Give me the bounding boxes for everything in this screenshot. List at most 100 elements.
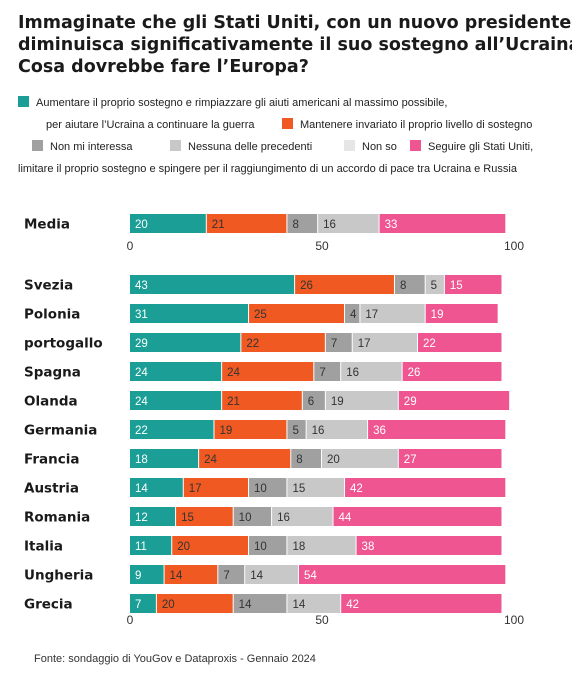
bar-segment	[172, 536, 249, 555]
data-label: 25	[254, 309, 267, 321]
legend-label: Non so	[362, 141, 397, 153]
chart-title: Immaginate che gli Stati Uniti, con un n…	[18, 12, 572, 78]
bar-segment	[418, 333, 502, 352]
bar-segment	[130, 536, 172, 555]
data-label: 29	[135, 338, 148, 350]
legend-swatch	[410, 140, 421, 151]
category-label: Grecia	[24, 597, 73, 613]
legend-swatch	[32, 140, 43, 151]
data-label: 44	[339, 512, 352, 524]
bar-segment	[130, 275, 295, 294]
data-label: 26	[408, 367, 421, 379]
data-label: 24	[135, 396, 148, 408]
bar-segment	[352, 333, 417, 352]
data-label: 29	[404, 396, 417, 408]
data-label: 7	[223, 570, 229, 582]
legend-item: Nessuna delle precedenti	[170, 140, 312, 154]
data-label: 7	[135, 599, 141, 611]
bar-segment	[183, 478, 249, 497]
data-label: 17	[189, 483, 202, 495]
category-label: Romania	[24, 510, 90, 526]
bar-segment	[325, 333, 352, 352]
bar-segment	[130, 362, 222, 381]
data-label: 5	[431, 280, 437, 292]
data-label: 22	[135, 425, 148, 437]
bar-segment	[214, 420, 287, 439]
bar-segment	[306, 420, 368, 439]
data-label: 14	[292, 599, 305, 611]
bar-segment	[291, 449, 321, 468]
bar-segment	[341, 594, 502, 613]
category-label: Svezia	[24, 278, 73, 294]
data-label: 16	[277, 512, 290, 524]
legend-item: Aumentare il proprio sostegno e rimpiazz…	[18, 96, 447, 110]
data-label: 17	[365, 309, 378, 321]
legend-label: limitare il proprio sostegno e spingere …	[18, 163, 517, 175]
data-label: 16	[323, 219, 336, 231]
bar-segment	[402, 362, 502, 381]
bar-segment	[287, 478, 345, 497]
x-tick-label: 0	[127, 613, 134, 627]
bar-segment	[322, 449, 398, 468]
data-label: 8	[292, 219, 298, 231]
data-label: 26	[300, 280, 313, 292]
bar-segment	[360, 304, 425, 323]
data-label: 54	[304, 570, 317, 582]
bar-segment	[398, 449, 502, 468]
bar-segment	[368, 420, 506, 439]
data-label: 24	[204, 454, 217, 466]
bar-segment	[298, 565, 506, 584]
bar-segment	[233, 507, 272, 526]
bar-segment	[164, 565, 218, 584]
title-line: diminuisca significativamente il suo sos…	[18, 35, 572, 55]
data-label: 42	[346, 599, 359, 611]
category-label: Austria	[24, 481, 79, 497]
bar-segment	[287, 214, 318, 233]
bar-segment	[295, 275, 394, 294]
data-label: 24	[135, 367, 148, 379]
category-label: Ungheria	[24, 568, 93, 584]
data-label: 4	[350, 309, 357, 321]
bar-segment	[314, 362, 341, 381]
data-label: 15	[292, 483, 305, 495]
data-label: 9	[135, 570, 141, 582]
legend-label: Seguire gli Stati Uniti,	[428, 141, 534, 153]
x-tick-label: 50	[315, 613, 329, 627]
data-label: 17	[358, 338, 371, 350]
bar-segment	[425, 304, 498, 323]
data-label: 16	[312, 425, 325, 437]
data-label: 19	[331, 396, 344, 408]
category-label: Francia	[24, 452, 79, 468]
bar-segment	[130, 391, 222, 410]
bar-segment	[206, 214, 287, 233]
legend-item: limitare il proprio sostegno e spingere …	[18, 162, 517, 176]
data-label: 20	[327, 454, 340, 466]
data-label: 20	[177, 541, 190, 553]
legend-label: Aumentare il proprio sostegno e rimpiazz…	[36, 97, 448, 109]
data-label: 15	[181, 512, 194, 524]
category-label: portogallo	[24, 336, 103, 352]
data-label: 19	[219, 425, 232, 437]
data-label: 7	[331, 338, 337, 350]
data-label: 5	[292, 425, 298, 437]
bar-segment	[287, 594, 341, 613]
bar-segment	[241, 333, 325, 352]
bar-segment	[218, 565, 245, 584]
bar-segment	[272, 507, 333, 526]
legend-item: Non so	[344, 140, 397, 154]
category-label: Italia	[24, 539, 63, 555]
bar-segment	[130, 420, 214, 439]
legend-label: Nessuna delle precedenti	[188, 141, 313, 153]
data-label: 15	[450, 280, 463, 292]
category-label: Polonia	[24, 307, 80, 323]
data-label: 27	[404, 454, 417, 466]
bar-segment	[199, 449, 291, 468]
bar-segment	[425, 275, 444, 294]
data-label: 18	[135, 454, 148, 466]
data-label: 36	[373, 425, 386, 437]
bar-segment	[345, 304, 360, 323]
data-label: 16	[346, 367, 359, 379]
data-label: 31	[135, 309, 148, 321]
legend-swatch	[344, 140, 355, 151]
